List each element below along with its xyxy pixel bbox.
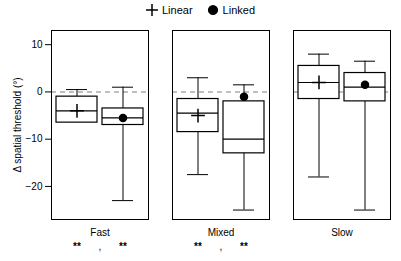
svg-text:−10: −10 xyxy=(26,133,43,144)
svg-text:**: ** xyxy=(240,241,248,252)
svg-text:10: 10 xyxy=(31,39,43,50)
svg-text:,: , xyxy=(99,241,102,252)
svg-text:0: 0 xyxy=(37,86,43,97)
html-text:Linked: Linked xyxy=(222,4,255,16)
svg-text:,: , xyxy=(220,241,223,252)
svg-text:−20: −20 xyxy=(26,181,43,192)
svg-text:Fast: Fast xyxy=(90,227,110,238)
svg-text:Mixed: Mixed xyxy=(208,227,235,238)
svg-text:Δ spatial threshold (°): Δ spatial threshold (°) xyxy=(12,77,23,172)
svg-text:**: ** xyxy=(194,241,202,252)
html-text:Linear: Linear xyxy=(162,4,193,16)
svg-text:**: ** xyxy=(119,241,127,252)
svg-text:Slow: Slow xyxy=(331,227,353,238)
svg-text:**: ** xyxy=(73,241,81,252)
